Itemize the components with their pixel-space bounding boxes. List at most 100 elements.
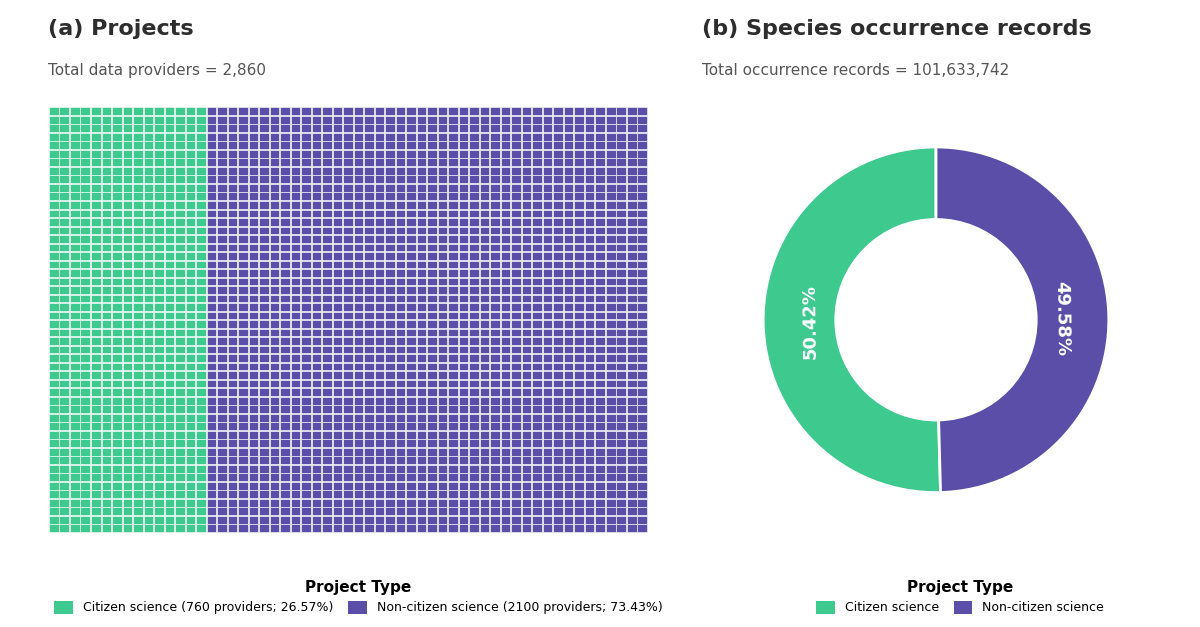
Bar (270, 167, 280, 175)
Bar (584, 465, 594, 473)
Bar (332, 440, 342, 447)
Bar (80, 278, 90, 285)
Bar (332, 150, 342, 157)
Bar (542, 243, 552, 251)
Bar (206, 209, 216, 217)
Bar (396, 329, 406, 337)
Bar (332, 456, 342, 464)
Bar (217, 337, 227, 345)
Bar (312, 150, 322, 157)
Bar (217, 465, 227, 473)
Bar (385, 286, 395, 294)
Bar (323, 150, 331, 157)
Bar (617, 490, 626, 498)
Bar (449, 524, 458, 532)
Bar (301, 371, 311, 379)
Bar (301, 218, 311, 226)
Bar (491, 345, 500, 354)
Bar (584, 345, 594, 354)
Bar (49, 397, 59, 404)
Bar (584, 440, 594, 447)
Bar (511, 354, 521, 362)
Bar (70, 499, 79, 507)
Bar (354, 507, 364, 515)
Bar (186, 431, 196, 438)
Bar (133, 243, 143, 251)
Bar (606, 448, 616, 456)
Bar (427, 167, 437, 175)
Bar (290, 380, 300, 387)
Bar (164, 448, 174, 456)
Bar (469, 431, 479, 438)
Bar (427, 507, 437, 515)
Bar (407, 312, 416, 319)
Bar (491, 482, 500, 490)
Bar (469, 362, 479, 371)
Bar (449, 312, 458, 319)
Bar (290, 423, 300, 430)
Bar (522, 278, 532, 285)
Bar (637, 380, 647, 387)
Bar (511, 499, 521, 507)
Bar (270, 329, 280, 337)
Bar (469, 142, 479, 149)
Bar (49, 209, 59, 217)
Bar (312, 252, 322, 260)
Bar (564, 371, 574, 379)
Bar (228, 261, 238, 268)
Bar (270, 448, 280, 456)
Bar (449, 405, 458, 413)
Bar (270, 431, 280, 438)
Bar (500, 414, 510, 421)
Bar (533, 465, 542, 473)
Bar (238, 337, 247, 345)
Bar (626, 414, 636, 421)
Bar (584, 159, 594, 166)
Bar (332, 482, 342, 490)
Bar (354, 218, 364, 226)
Bar (248, 252, 258, 260)
Bar (186, 252, 196, 260)
Bar (564, 167, 574, 175)
Bar (449, 320, 458, 328)
Bar (144, 423, 154, 430)
Bar (70, 312, 79, 319)
Bar (637, 345, 647, 354)
Bar (154, 440, 163, 447)
Bar (343, 397, 353, 404)
Bar (542, 150, 552, 157)
Bar (584, 329, 594, 337)
Bar (533, 150, 542, 157)
Bar (60, 490, 70, 498)
Bar (270, 235, 280, 243)
Bar (385, 107, 395, 115)
Bar (606, 184, 616, 192)
Bar (80, 499, 90, 507)
Text: (b) Species occurrence records: (b) Species occurrence records (702, 19, 1092, 39)
Bar (332, 107, 342, 115)
Bar (217, 448, 227, 456)
Bar (228, 184, 238, 192)
Bar (396, 362, 406, 371)
Bar (374, 218, 384, 226)
Bar (449, 167, 458, 175)
Bar (323, 414, 331, 421)
Bar (458, 440, 468, 447)
Bar (407, 354, 416, 362)
Bar (500, 440, 510, 447)
Bar (60, 337, 70, 345)
Bar (584, 312, 594, 319)
Bar (102, 133, 112, 140)
Bar (238, 465, 247, 473)
Bar (154, 226, 163, 234)
Bar (91, 405, 101, 413)
Bar (112, 261, 121, 268)
Bar (354, 192, 364, 200)
Bar (196, 184, 205, 192)
Bar (396, 507, 406, 515)
Bar (164, 473, 174, 481)
Bar (228, 278, 238, 285)
Bar (564, 423, 574, 430)
Bar (259, 269, 269, 277)
Bar (164, 482, 174, 490)
